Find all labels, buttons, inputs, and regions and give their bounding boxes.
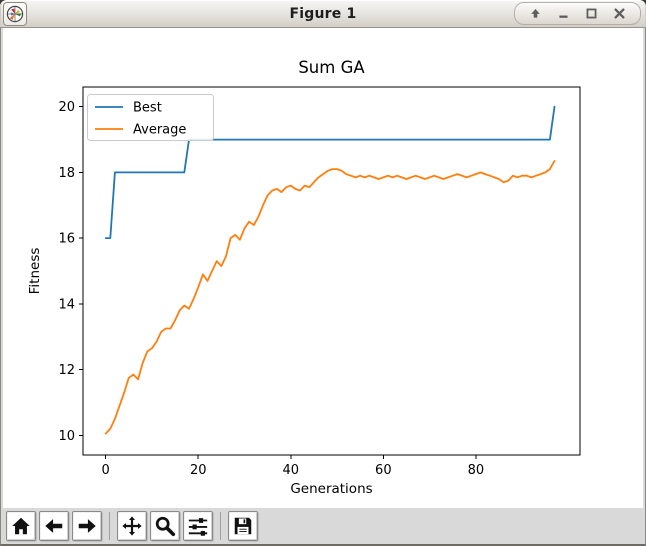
home-icon: [12, 517, 30, 535]
y-tick-label: 12: [58, 363, 75, 378]
legend-label-average: Average: [133, 123, 186, 138]
close-icon: [614, 8, 625, 19]
arrow-up-icon: [531, 9, 540, 18]
arrow-left-icon: [45, 519, 63, 533]
move-arrows-icon: [122, 516, 142, 536]
window-body: 0 20 40 60 80 10 12 14 16 18 20 Sum GA Generations Fi…: [0, 28, 646, 546]
toolbar-separator: [109, 512, 110, 540]
y-tick-label: 18: [58, 166, 75, 181]
sliders-icon: [188, 518, 208, 536]
maximize-button[interactable]: [584, 6, 599, 21]
forward-button[interactable]: [72, 511, 102, 541]
chart-title: Sum GA: [298, 58, 365, 77]
matplotlib-logo-icon: [6, 5, 24, 22]
y-axis-label: Fitness: [27, 248, 43, 295]
x-tick-label: 40: [283, 463, 300, 478]
back-button[interactable]: [39, 511, 69, 541]
arrow-right-icon: [78, 519, 96, 533]
y-tick-label: 10: [58, 429, 75, 444]
y-tick-label: 14: [58, 297, 75, 312]
x-tick-label: 20: [190, 463, 207, 478]
x-axis-label: Generations: [290, 481, 372, 497]
zoom-button[interactable]: [150, 511, 180, 541]
minimize-button[interactable]: [556, 6, 571, 21]
y-tick-label: 20: [58, 100, 75, 115]
magnifier-icon: [155, 516, 176, 537]
x-tick-label: 80: [468, 463, 485, 478]
figure-canvas[interactable]: 0 20 40 60 80 10 12 14 16 18 20 Sum GA Generations Fi…: [3, 28, 643, 508]
x-tick-label: 0: [102, 463, 110, 478]
maximize-icon: [586, 8, 597, 19]
legend-label-best: Best: [133, 101, 162, 116]
app-icon-button[interactable]: [3, 1, 27, 26]
series-line-best: [104, 105, 556, 240]
home-button[interactable]: [6, 511, 36, 541]
toolbar-separator: [220, 512, 221, 540]
floppy-disk-icon: [234, 517, 252, 535]
close-button[interactable]: [612, 6, 627, 21]
pan-button[interactable]: [117, 511, 147, 541]
minimize-icon: [559, 15, 568, 18]
series-line-average: [104, 159, 556, 435]
save-button[interactable]: [228, 511, 258, 541]
titlebar[interactable]: Figure 1: [0, 0, 646, 28]
navigation-toolbar: [1, 508, 645, 544]
configure-subplots-button[interactable]: [183, 511, 213, 541]
y-tick-label: 16: [58, 232, 75, 247]
shade-button[interactable]: [528, 6, 543, 21]
x-tick-label: 60: [375, 463, 392, 478]
canvas-area: 0 20 40 60 80 10 12 14 16 18 20 Sum GA Generations Fi…: [1, 28, 645, 508]
plot-frame: [82, 86, 581, 456]
window-controls: [514, 2, 641, 25]
